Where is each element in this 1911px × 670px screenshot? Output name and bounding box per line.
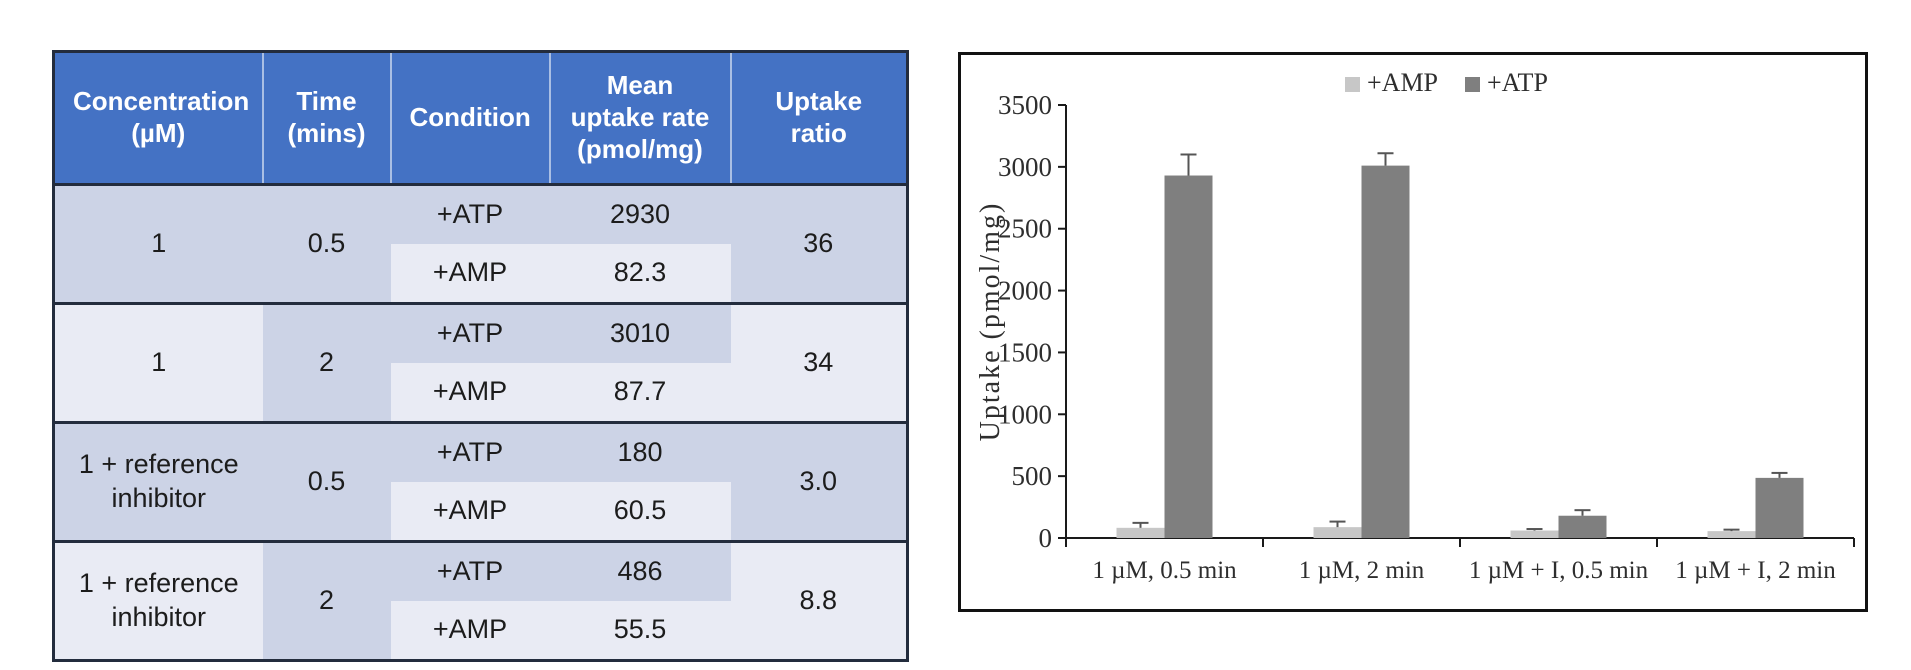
column-header-concentration: Concentration (µM) (53, 51, 264, 186)
cell-time: 0.5 (262, 183, 391, 304)
bar-atp-3 (1755, 477, 1804, 538)
cell-concentration: 1 + reference inhibitor (53, 421, 263, 542)
cell-condition: +AMP (390, 244, 550, 304)
bar-amp-0 (1116, 527, 1165, 538)
cell-condition: +AMP (390, 363, 550, 423)
table-row: 1 0.5 +ATP 2930 36 (53, 183, 908, 304)
y-tick-label: 0 (1039, 523, 1053, 553)
uptake-bar-chart-svg: 0 500 1000 1500 2000 2500 3000 3500 Uptake (pmol… (975, 68, 1855, 584)
legend-swatch-atp (1465, 77, 1480, 92)
legend-label: +ATP (1487, 68, 1548, 97)
cell-rate: 180 (549, 421, 731, 482)
cell-rate: 486 (549, 540, 731, 601)
cell-concentration: 1 + reference inhibitor (53, 540, 263, 661)
bar-amp-1 (1313, 527, 1362, 538)
category-label: 1 µM + I, 0.5 min (1469, 557, 1649, 584)
cell-condition: +ATP (390, 183, 550, 244)
y-tick-label: 1000 (998, 399, 1052, 429)
table-row: 1 + reference inhibitor 0.5 +ATP 180 3.0 (53, 421, 908, 542)
cell-rate: 3010 (549, 302, 731, 363)
cell-concentration: 1 (53, 302, 263, 423)
cell-condition: +AMP (390, 482, 550, 542)
column-header-condition: Condition (390, 51, 551, 186)
cell-condition: +ATP (390, 540, 550, 601)
y-tick-label: 2000 (998, 276, 1052, 306)
table-row: +AMP 87.7 (54, 363, 908, 423)
cell-time: 2 (262, 302, 391, 423)
bar-atp-1 (1361, 165, 1410, 538)
y-tick-label: 3000 (998, 152, 1052, 182)
cell-condition: +ATP (390, 302, 550, 363)
table-row: 1 + reference inhibitor 2 +ATP 486 8.8 (53, 540, 908, 661)
cell-ratio: 34 (730, 302, 908, 423)
cell-time: 0.5 (262, 421, 391, 542)
table-row: +AMP 60.5 (54, 482, 908, 542)
cell-concentration: 1 (53, 183, 263, 304)
legend-swatch-amp (1345, 77, 1360, 92)
uptake-bar-chart: 0 500 1000 1500 2000 2500 3000 3500 Uptake (pmol… (958, 52, 1868, 612)
y-tick-label: 3500 (998, 90, 1052, 120)
cell-ratio: 8.8 (730, 540, 908, 661)
bar-amp-3 (1707, 531, 1756, 538)
cell-ratio: 3.0 (730, 421, 908, 542)
cell-time: 2 (262, 540, 391, 661)
uptake-data-table: Concentration (µM) Time (mins) Condition… (52, 50, 909, 662)
y-tick-label: 1500 (998, 337, 1052, 367)
cell-condition: +AMP (390, 601, 550, 661)
bar-atp-0 (1164, 175, 1213, 538)
cell-rate: 87.7 (549, 363, 731, 423)
category-label: 1 µM, 0.5 min (1092, 557, 1237, 584)
legend-label: +AMP (1367, 68, 1438, 97)
cell-rate: 55.5 (549, 601, 731, 661)
column-header-time: Time (mins) (262, 51, 392, 186)
category-label: 1 µM + I, 2 min (1675, 557, 1836, 584)
header-row: Concentration (µM) Time (mins) Condition… (53, 51, 908, 186)
cell-rate: 60.5 (549, 482, 731, 542)
uptake-data-table-container: Concentration (µM) Time (mins) Condition… (52, 50, 909, 662)
table-row: 1 2 +ATP 3010 34 (53, 302, 908, 423)
cell-rate: 82.3 (549, 244, 731, 304)
table-row: +AMP 55.5 (54, 601, 908, 661)
table-row: +AMP 82.3 (54, 244, 908, 304)
cell-rate: 2930 (549, 183, 731, 244)
cell-condition: +ATP (390, 421, 550, 482)
category-label: 1 µM, 2 min (1299, 557, 1425, 584)
column-header-uptake-ratio: Uptake ratio (730, 51, 908, 186)
bar-atp-2 (1558, 515, 1607, 538)
y-tick-label: 2500 (998, 214, 1052, 244)
cell-ratio: 36 (730, 183, 908, 304)
bar-amp-2 (1510, 530, 1559, 538)
y-axis-title: Uptake (pmol/mg) (975, 202, 1006, 442)
y-tick-label: 500 (1012, 461, 1053, 491)
column-header-mean-uptake-rate: Mean uptake rate (pmol/mg) (549, 51, 732, 186)
